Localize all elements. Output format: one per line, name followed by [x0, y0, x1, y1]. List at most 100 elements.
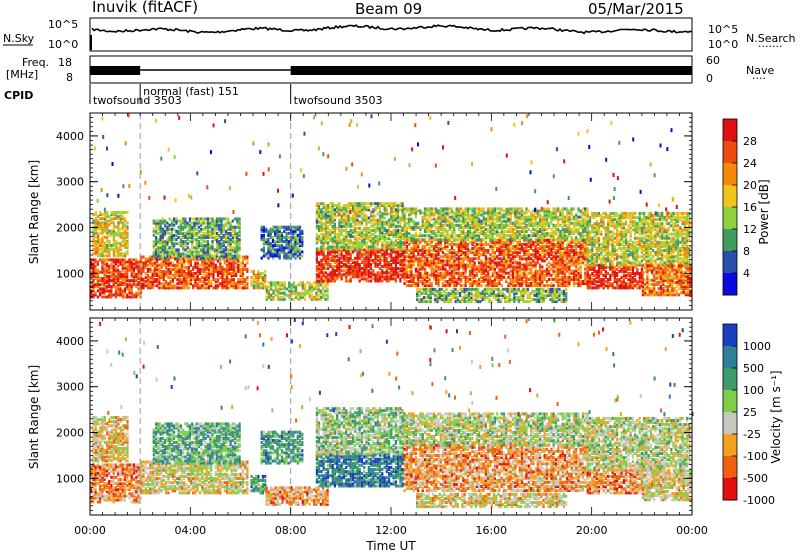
echo-cell — [227, 227, 230, 231]
echo-cell — [581, 242, 585, 246]
echo-cell — [363, 208, 366, 212]
echo-cell — [218, 219, 221, 223]
echo-cell — [304, 289, 307, 293]
echo-cell — [210, 274, 213, 277]
echo-cell — [405, 263, 408, 267]
echo-cell — [385, 241, 388, 245]
echo-cell — [331, 269, 334, 273]
echo-cell — [296, 233, 299, 237]
echo-cell — [206, 248, 210, 252]
echo-cell — [419, 209, 422, 213]
echo-cell — [228, 261, 231, 265]
echo-cell — [178, 261, 181, 265]
echo-cell — [437, 261, 440, 265]
echo-cell — [182, 252, 185, 256]
echo-cell — [432, 217, 436, 221]
echo-cell — [265, 285, 268, 289]
echo-cell — [460, 253, 463, 257]
echo-cell — [349, 267, 352, 271]
echo-cell — [324, 218, 327, 222]
echo-cell — [119, 272, 122, 276]
echo-cell — [345, 214, 348, 218]
echo-cell — [221, 276, 224, 280]
echo-cell — [110, 229, 113, 233]
echo-cell — [308, 293, 311, 297]
echo-cell — [394, 261, 397, 264]
echo-cell — [152, 242, 155, 246]
echo-cell — [221, 284, 224, 288]
echo-cell — [173, 250, 176, 254]
echo-cell — [212, 286, 215, 290]
echo-cell — [276, 252, 279, 256]
echo-cell — [184, 236, 187, 239]
echo-cell — [372, 233, 375, 236]
echo-cell — [417, 261, 420, 265]
echo-cell — [577, 284, 580, 288]
echo-cell — [575, 273, 578, 277]
echo-cell — [511, 265, 515, 269]
echo-cell — [158, 280, 161, 284]
echo-cell — [426, 223, 429, 227]
echo-cell — [397, 275, 400, 279]
echo-cell — [187, 280, 190, 284]
echo-cell — [182, 219, 185, 223]
echo-cell — [101, 262, 104, 266]
echo-cell — [428, 225, 431, 229]
echo-cell — [318, 252, 321, 256]
echo-cell — [381, 248, 384, 252]
echo-cell — [444, 269, 447, 273]
echo-cell — [94, 277, 97, 280]
echo-cell — [119, 231, 122, 235]
echo-cell — [324, 212, 327, 216]
nsearch-tick-high: 10^5 — [708, 23, 738, 36]
echo-cell — [108, 215, 111, 219]
echo-cell — [244, 255, 247, 259]
echo-cell — [577, 259, 580, 263]
echo-cell — [385, 233, 388, 236]
echo-cell — [548, 253, 551, 257]
echo-cell — [230, 272, 233, 275]
echo-cell — [349, 265, 352, 269]
echo-cell — [394, 250, 397, 254]
echo-cell — [392, 220, 395, 224]
echo-cell — [511, 257, 515, 261]
echo-cell — [157, 246, 160, 250]
echo-cell — [238, 246, 241, 250]
echo-cell — [559, 282, 562, 285]
echo-cell — [464, 255, 467, 259]
echo-cell — [498, 280, 501, 283]
echo-cell — [518, 261, 521, 265]
echo-cell — [439, 267, 442, 271]
echo-cell — [169, 255, 172, 259]
echo-cell — [365, 228, 368, 232]
echo-cell — [169, 280, 172, 284]
echo-cell — [140, 280, 143, 284]
echo-cell — [572, 282, 576, 285]
echo-cell — [541, 259, 544, 263]
echo-cell — [507, 282, 510, 285]
echo-cell — [412, 282, 415, 285]
echo-cell — [128, 258, 131, 262]
echo-cell — [155, 242, 158, 246]
echo-cell — [505, 240, 508, 244]
echo-cell — [121, 223, 125, 227]
echo-cell — [193, 254, 196, 258]
echo-cell — [126, 293, 129, 297]
echo-cell — [108, 229, 111, 233]
echo-cell — [575, 253, 578, 257]
echo-cell — [108, 258, 111, 262]
echo-cell — [301, 229, 304, 233]
echo-cell — [97, 227, 100, 231]
echo-cell — [231, 248, 234, 252]
echo-cell — [369, 263, 373, 266]
echo-cell — [191, 238, 194, 242]
echo-cell — [228, 265, 231, 269]
echo-cell — [276, 227, 279, 231]
echo-cell — [103, 235, 106, 239]
echo-cell — [444, 275, 447, 279]
freq-tick-high: 18 — [58, 56, 72, 69]
echo-cell — [511, 275, 515, 279]
echo-cell — [274, 289, 277, 293]
echo-cell — [342, 256, 345, 260]
echo-cell — [252, 280, 255, 284]
